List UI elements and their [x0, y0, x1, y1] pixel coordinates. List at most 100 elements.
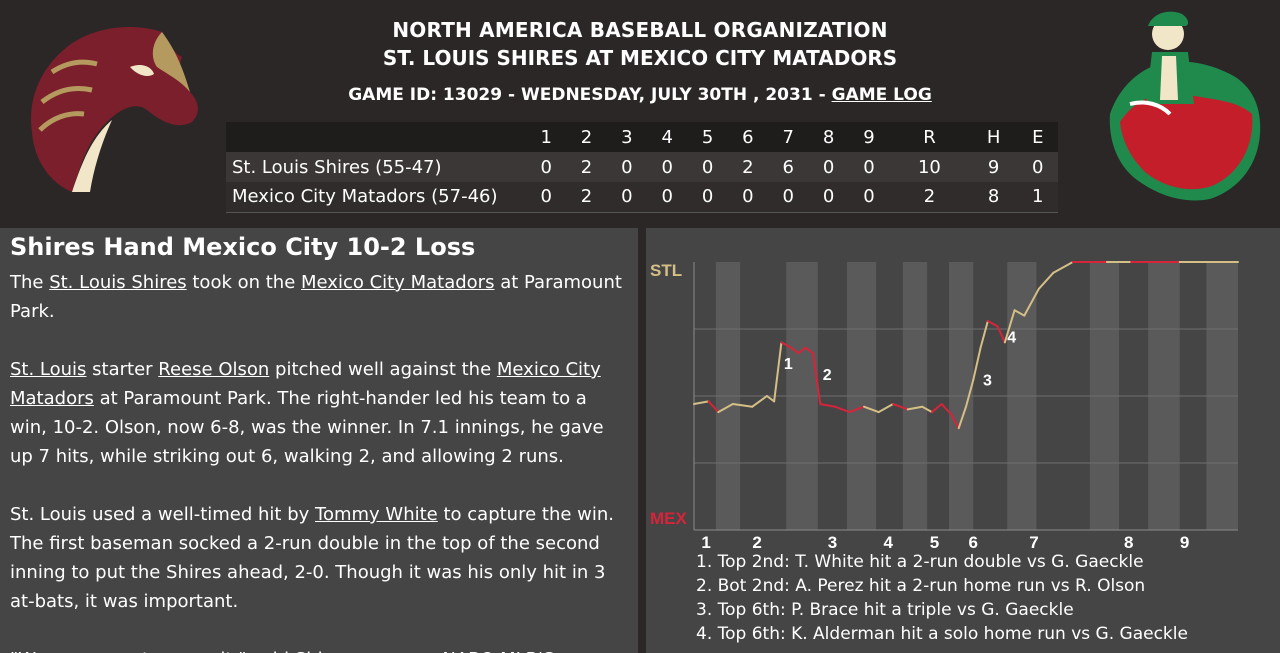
text-span: at Paramount Park. — [10, 272, 622, 322]
linescore-cell: 6 — [768, 152, 809, 182]
linescore-cell: 9 — [969, 152, 1018, 182]
linescore-cell: 0 — [526, 182, 567, 213]
linescore-cell: 2 — [889, 182, 970, 213]
linescore-cell: 0 — [1017, 152, 1058, 182]
linescore-team-header — [226, 122, 526, 152]
win-probability-segment — [1013, 309, 1026, 317]
win-probability-segment — [819, 403, 836, 408]
win-probability-segment — [921, 405, 933, 414]
win-probability-segment — [780, 341, 793, 349]
linescore-col-header: E — [1017, 122, 1058, 152]
team-link-mexico-city-matadors[interactable]: Mexico City Matadors — [301, 272, 495, 293]
text-span: St. Louis used a well-timed hit by — [10, 504, 316, 525]
linescore-cell: 0 — [768, 182, 809, 213]
key-event: 2. Bot 2nd: A. Perez hit a 2-run home ru… — [696, 576, 1146, 596]
text-span: The — [10, 272, 50, 293]
win-probability-segment — [940, 403, 953, 416]
key-event: 4. Top 6th: K. Alderman hit a solo home … — [696, 624, 1188, 644]
event-marker: 2 — [823, 367, 832, 384]
key-event: 3. Top 6th: P. Brace hit a triple vs G. … — [696, 600, 1074, 620]
linescore-col-header: 4 — [647, 122, 688, 152]
x-tick-label: 2 — [752, 533, 761, 550]
linescore-cell: 2 — [566, 182, 607, 213]
win-probability-segment — [892, 403, 909, 411]
article-paragraph: "We were great as a unit," said Shires m… — [10, 645, 628, 653]
linescore-col-header: 7 — [768, 122, 809, 152]
article-paragraph: The St. Louis Shires took on the Mexico … — [10, 268, 628, 326]
linescore-cell: 0 — [808, 182, 849, 213]
linescore-team-name[interactable]: St. Louis Shires (55-47) — [226, 152, 526, 182]
win-probability-segment — [1037, 271, 1055, 290]
linescore-cell: 2 — [566, 152, 607, 182]
linescore-cell: 0 — [647, 152, 688, 182]
win-probability-segment — [877, 403, 895, 414]
win-probability-segment — [804, 346, 814, 355]
header: NORTH AMERICA BASEBALL ORGANIZATION ST. … — [0, 0, 1280, 225]
game-recap-article: Shires Hand Mexico City 10-2 Loss The St… — [0, 228, 638, 653]
article-paragraph: St. Louis used a well-timed hit by Tommy… — [10, 500, 628, 616]
linescore-cell: 0 — [848, 152, 890, 182]
text-span: took on the — [186, 272, 302, 293]
x-tick-label: 8 — [1124, 533, 1133, 550]
team-link-st-louis[interactable]: St. Louis — [10, 359, 87, 380]
x-tick-label: 4 — [884, 533, 894, 550]
horse-head-logo[interactable] — [12, 12, 204, 196]
player-link-tommy-white[interactable]: Tommy White — [315, 504, 438, 525]
article-headline: Shires Hand Mexico City 10-2 Loss — [10, 233, 476, 261]
linescore-table: 1 2 3 4 5 6 7 8 9 R H E St. Louis Shires… — [226, 122, 1058, 213]
linescore-row-home: Mexico City Matadors (57-46) 0 2 0 0 0 0… — [226, 182, 1058, 213]
x-tick-label: 1 — [701, 533, 710, 550]
win-probability-segment — [863, 405, 880, 414]
win-probability-segment — [1023, 287, 1040, 317]
win-probability-segment — [812, 352, 822, 406]
win-probability-segment — [1052, 261, 1074, 274]
x-tick-label: 3 — [828, 533, 837, 550]
linescore-cell: 0 — [808, 152, 849, 182]
linescore-col-header: H — [969, 122, 1018, 152]
key-event: 1. Top 2nd: T. White hit a 2-run double … — [696, 552, 1144, 572]
linescore-cell: 0 — [687, 152, 728, 182]
win-probability-segment — [797, 346, 807, 355]
win-probability-segment — [931, 403, 943, 414]
win-probability-segment — [957, 405, 967, 430]
win-probability-segment — [833, 405, 851, 414]
linescore-cell: 0 — [526, 152, 567, 182]
game-id-text: GAME ID: 13029 - WEDNESDAY, JULY 30TH , … — [348, 85, 826, 105]
win-probability-segment — [972, 346, 982, 381]
win-probability-segment — [731, 403, 754, 408]
x-tick-label: 6 — [969, 533, 978, 550]
linescore-header-row: 1 2 3 4 5 6 7 8 9 R H E — [226, 122, 1058, 152]
x-tick-label: 7 — [1029, 533, 1038, 550]
y-bottom-label: MEX — [650, 509, 688, 528]
win-probability-segment — [979, 319, 989, 349]
game-id-line: GAME ID: 13029 - WEDNESDAY, JULY 30TH , … — [300, 85, 980, 105]
team-link-st-louis-shires[interactable]: St. Louis Shires — [49, 272, 187, 293]
y-top-label: STL — [650, 261, 682, 280]
linescore-col-header: 6 — [727, 122, 769, 152]
win-probability-segment — [751, 395, 768, 408]
linescore-cell: 0 — [687, 182, 728, 213]
win-probability-segment — [996, 325, 1006, 344]
win-probability-segment — [765, 395, 776, 403]
linescore-cell: 0 — [606, 182, 648, 213]
win-probability-segment — [906, 405, 924, 411]
win-probability-segment — [717, 403, 734, 414]
team-link-mexico-city-matadors[interactable]: Mexico City Matadors — [10, 359, 601, 409]
win-probability-segment — [950, 413, 960, 430]
text-span: at Paramount Park. The right-hander led … — [10, 388, 604, 467]
linescore-col-header: 9 — [848, 122, 890, 152]
win-probability-panel: 1 2 3 4 STL MEX 1 2 3 4 5 6 7 8 9 1. Top 2nd: T. White… — [646, 228, 1280, 653]
linescore-cell: 0 — [606, 152, 648, 182]
text-span: starter — [86, 359, 159, 380]
game-log-link[interactable]: GAME LOG — [831, 85, 932, 105]
linescore-col-header: 8 — [808, 122, 849, 152]
win-probability-segment — [986, 319, 999, 328]
linescore-team-name[interactable]: Mexico City Matadors (57-46) — [226, 182, 526, 213]
win-probability-segment — [1003, 309, 1016, 344]
linescore-cell: 8 — [969, 182, 1018, 213]
win-probability-segment — [773, 341, 783, 403]
linescore-cell: 2 — [727, 152, 769, 182]
player-link-reese-olson[interactable]: Reese Olson — [158, 359, 270, 380]
matador-logo[interactable] — [1090, 4, 1266, 204]
linescore-cell: 10 — [889, 152, 970, 182]
